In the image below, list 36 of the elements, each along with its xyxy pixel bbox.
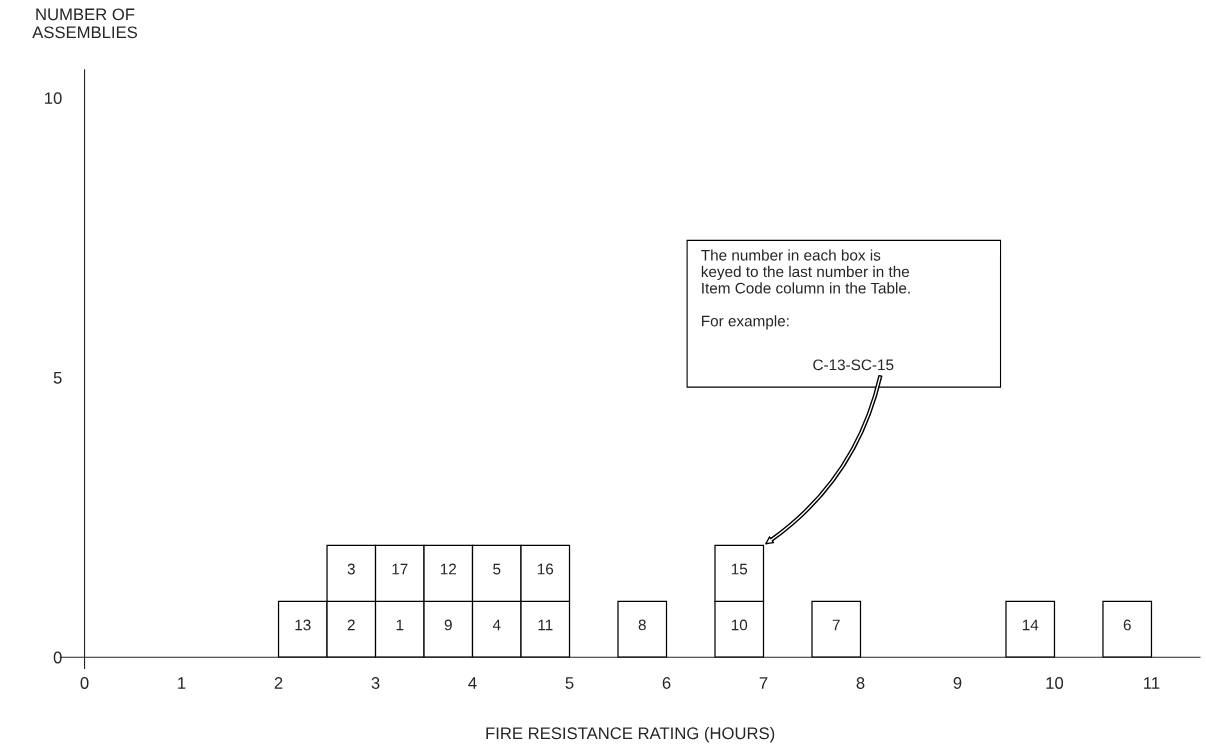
y-tick-label: 0 (53, 651, 62, 664)
annotation: 1 (396, 619, 404, 631)
x-axis-title: FIRE RESISTANCE RATING (HOURS) (486, 726, 775, 743)
x-tick-label: 11 (1144, 677, 1160, 689)
x-tick-label: 5 (565, 677, 574, 689)
x-tick-label: 0 (80, 677, 89, 689)
annotation: 16 (537, 563, 554, 575)
x-tick-label: 4 (468, 677, 477, 689)
x-tick-label: 6 (662, 677, 671, 689)
annotation: 13 (295, 619, 311, 631)
x-tick-label: 7 (759, 677, 768, 689)
annotation: 9 (444, 619, 452, 631)
annotation: C-13-SC-15 (813, 359, 894, 371)
annotation: 4 (492, 619, 501, 631)
annotation: 5 (493, 563, 501, 575)
annotation: 15 (731, 563, 748, 575)
annotation: 6 (1123, 619, 1131, 631)
y-tick-label: 10 (45, 92, 62, 105)
annotation: 7 (832, 619, 840, 631)
y-tick-label: 5 (53, 372, 62, 384)
x-tick-label: 8 (856, 677, 865, 689)
annotation: 12 (440, 563, 456, 575)
annotation: 2 (347, 619, 355, 631)
annotation: 14 (1022, 619, 1039, 631)
text: The number in each box is keyed to the last number in the Item Code column in the Table. For example: (701, 249, 910, 330)
x-tick-label: 1 (178, 677, 186, 689)
x-tick-label: 3 (371, 677, 380, 689)
x-tick-label: 9 (953, 677, 962, 689)
y-axis-title: NUMBER OF ASSEMBLIES (32, 8, 138, 39)
annotation: 17 (392, 563, 408, 575)
annotation: 3 (347, 563, 355, 575)
x-tick-label: 2 (274, 677, 283, 689)
annotation: 8 (638, 619, 646, 631)
x-tick-label: 10 (1046, 677, 1064, 689)
annotation: 11 (538, 619, 553, 631)
annotation: 10 (731, 619, 748, 631)
